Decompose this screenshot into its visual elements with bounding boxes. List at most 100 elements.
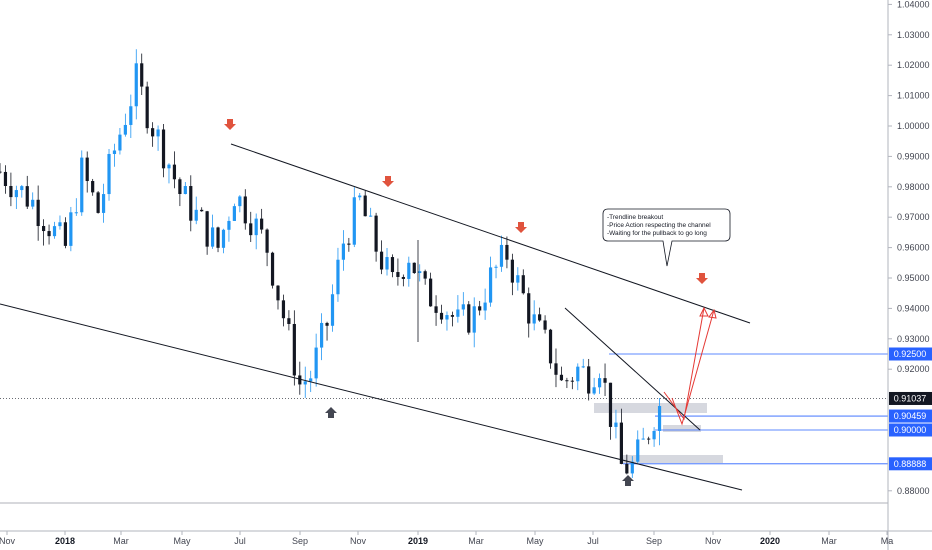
candle-body xyxy=(363,195,367,217)
candle-body xyxy=(134,63,138,107)
candle-body xyxy=(112,150,117,154)
candle-body xyxy=(178,179,182,195)
candle-body xyxy=(69,212,73,246)
candle-body xyxy=(42,226,46,232)
candle-body xyxy=(107,153,111,195)
candle-body xyxy=(319,322,324,348)
channel-upper-trendline[interactable] xyxy=(230,143,751,324)
price-zone[interactable] xyxy=(663,425,701,432)
candle-body xyxy=(467,304,471,333)
candle-body xyxy=(581,366,585,368)
candle-body xyxy=(418,271,422,274)
annotation-line-1: -Trendline breakout xyxy=(607,214,663,221)
candle-body xyxy=(608,382,613,427)
candle-body xyxy=(145,86,149,129)
candle-body xyxy=(559,374,564,381)
projection-path-b xyxy=(671,309,715,426)
candle-body xyxy=(505,244,509,260)
candle-body xyxy=(456,309,460,317)
candle-body xyxy=(538,314,542,321)
bearish-arrow-icon xyxy=(382,176,394,187)
candle-body xyxy=(499,244,504,267)
time-tick-label: 2020 xyxy=(760,536,780,546)
time-tick-label: Nov xyxy=(705,536,722,546)
price-tag-label: 0.90459 xyxy=(894,411,927,421)
candle-body xyxy=(379,251,384,270)
price-tag xyxy=(889,423,932,437)
candle-body xyxy=(347,243,351,245)
price-tick-label: 1.03000 xyxy=(897,30,930,40)
price-tick-label: 0.88000 xyxy=(897,486,930,496)
candle-body xyxy=(543,320,547,330)
candle-body xyxy=(330,294,335,326)
candle-body xyxy=(647,438,651,440)
candle-body xyxy=(156,129,160,137)
candle-body xyxy=(210,227,215,247)
time-axis[interactable]: Nov 2018 Mar May Jul Sep Nov 2019 Mar May Jul Sep No… xyxy=(0,530,932,546)
candle-body xyxy=(243,196,247,224)
candle-body xyxy=(652,430,656,440)
candle-body xyxy=(309,378,313,382)
candle-body xyxy=(172,164,177,180)
candle-body xyxy=(254,218,258,236)
projected-path xyxy=(663,306,717,426)
time-tick-label: Mar xyxy=(113,536,129,546)
price-tick-label: 1.00000 xyxy=(897,121,930,131)
candle-body xyxy=(287,318,291,324)
time-tick-label: Sep xyxy=(646,536,662,546)
candle-body xyxy=(336,259,340,295)
candle-body xyxy=(194,209,198,221)
candle-body xyxy=(63,222,68,246)
candle-body xyxy=(129,106,133,125)
candle-body xyxy=(461,304,465,310)
candle-body xyxy=(429,278,433,307)
candle-body xyxy=(325,322,329,326)
candle-body xyxy=(445,315,449,320)
price-tag xyxy=(889,347,932,361)
candle-body xyxy=(527,293,531,324)
horizontal-price-levels xyxy=(0,353,888,465)
price-tick-label: 1.01000 xyxy=(897,91,930,101)
price-zone[interactable] xyxy=(594,403,707,413)
candle-body xyxy=(614,422,618,427)
candle-body xyxy=(488,267,493,303)
candle-body xyxy=(407,262,411,279)
candle-body xyxy=(636,439,640,462)
candle-body xyxy=(74,212,78,214)
bullish-arrow-icon xyxy=(622,475,634,486)
candle-body xyxy=(9,186,13,198)
bullish-arrow-icon xyxy=(325,407,337,418)
candle-body xyxy=(189,186,193,221)
time-tick-label: May xyxy=(173,536,191,546)
candle-body xyxy=(298,375,302,385)
candle-body xyxy=(227,220,231,230)
candle-body xyxy=(161,129,166,169)
price-tick-label: 0.95000 xyxy=(897,273,930,283)
candle-body xyxy=(396,272,400,277)
price-tag-label: 0.90000 xyxy=(894,425,927,435)
candle-body xyxy=(554,363,558,375)
candle-body xyxy=(85,157,89,182)
price-axis[interactable]: 1.04000 1.03000 1.02000 1.01000 1.00000 0.990… xyxy=(887,0,932,550)
price-zone[interactable] xyxy=(620,455,723,463)
time-tick-label: Jul xyxy=(234,536,246,546)
candle-body xyxy=(91,181,95,193)
swing-markers xyxy=(224,119,708,486)
candle-body xyxy=(630,461,634,474)
candle-body xyxy=(521,275,525,294)
candle-body xyxy=(412,262,416,274)
channel-lower-trendline[interactable] xyxy=(0,303,743,491)
candle-body xyxy=(101,194,106,213)
candle-body xyxy=(151,128,155,137)
time-axis-ticks: Nov 2018 Mar May Jul Sep Nov 2019 Mar May Jul Sep No… xyxy=(0,531,893,546)
annotation-callout[interactable]: -Trendline breakout -Price Action respec… xyxy=(602,208,731,267)
candle-body xyxy=(450,315,455,317)
time-tick-label: May xyxy=(526,536,544,546)
candle-body xyxy=(80,157,84,213)
candle-body xyxy=(625,463,629,474)
candle-body xyxy=(548,329,553,364)
candle-body xyxy=(260,218,264,230)
time-tick-label: Mar xyxy=(468,536,484,546)
candle-body xyxy=(483,302,487,311)
